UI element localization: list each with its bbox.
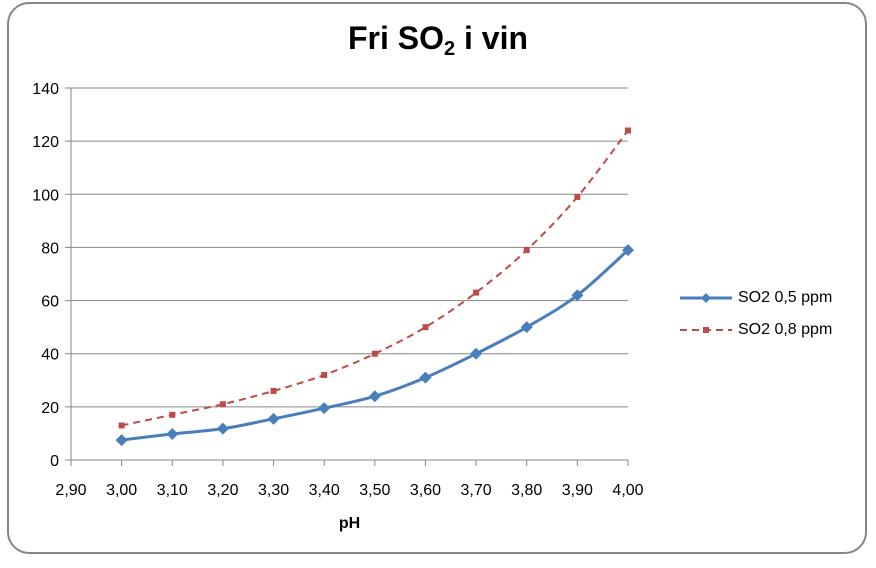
- chart-title: Fri SO2 i vin: [347, 20, 529, 60]
- data-point-diamond: [622, 244, 634, 257]
- data-point-square: [625, 127, 631, 134]
- y-tick-label: 80: [41, 240, 59, 257]
- x-tick-label: 3,60: [410, 482, 441, 499]
- data-point-square: [473, 289, 480, 296]
- data-point-square: [574, 193, 581, 200]
- data-point-diamond: [419, 371, 432, 384]
- legend-line-solid-diamond-icon: [680, 293, 732, 303]
- y-tick-label: 40: [41, 347, 59, 364]
- data-point-diamond: [571, 289, 584, 302]
- data-point-square: [371, 350, 378, 357]
- data-point-square: [270, 387, 277, 394]
- legend-label: SO2 0,5 ppm: [738, 289, 833, 306]
- series-line-1: [121, 129, 629, 427]
- x-tick-label: 3,20: [207, 482, 238, 499]
- data-point-diamond: [267, 412, 280, 425]
- data-point-diamond: [318, 402, 331, 415]
- legend-line-dashed-square-icon: [680, 327, 732, 333]
- legend: SO2 0,5 ppm SO2 0,8 ppm: [680, 282, 832, 346]
- x-tick-label: 2,90: [55, 482, 86, 499]
- x-tick-label: 3,30: [258, 482, 289, 499]
- data-point-square: [219, 401, 226, 408]
- y-tick-label: 20: [41, 400, 59, 417]
- x-tick-label: 3,50: [359, 482, 390, 499]
- data-point-diamond: [216, 422, 229, 435]
- chart-frame: [7, 2, 867, 554]
- data-point-diamond: [115, 434, 128, 447]
- legend-label: SO2 0,8 ppm: [738, 321, 833, 338]
- y-tick-label: 60: [41, 294, 59, 311]
- series-line-0: [121, 248, 629, 442]
- y-tick-label: 120: [32, 134, 59, 151]
- x-tick-label: 3,90: [562, 482, 593, 499]
- x-tick-label: 4,00: [612, 482, 643, 499]
- y-tick-label: 0: [50, 453, 59, 470]
- x-tick-label: 3,40: [309, 482, 340, 499]
- x-tick-label: 3,10: [157, 482, 188, 499]
- x-tick-label: 3,00: [106, 482, 137, 499]
- data-point-diamond: [368, 390, 381, 403]
- x-tick-label: 3,80: [511, 482, 542, 499]
- data-point-diamond: [470, 347, 483, 360]
- data-point-diamond: [520, 321, 533, 334]
- legend-item-so2-08: SO2 0,8 ppm: [680, 314, 832, 346]
- legend-item-so2-05: SO2 0,5 ppm: [680, 282, 832, 314]
- data-point-square: [523, 247, 530, 254]
- data-point-square: [321, 371, 328, 378]
- x-axis-title: pH: [339, 515, 360, 532]
- data-point-square: [118, 422, 125, 429]
- y-tick-label: 140: [32, 81, 59, 98]
- y-tick-label: 100: [32, 187, 59, 204]
- x-tick-label: 3,70: [461, 482, 492, 499]
- data-point-diamond: [166, 427, 179, 440]
- data-point-square: [169, 411, 176, 418]
- data-point-square: [422, 324, 429, 331]
